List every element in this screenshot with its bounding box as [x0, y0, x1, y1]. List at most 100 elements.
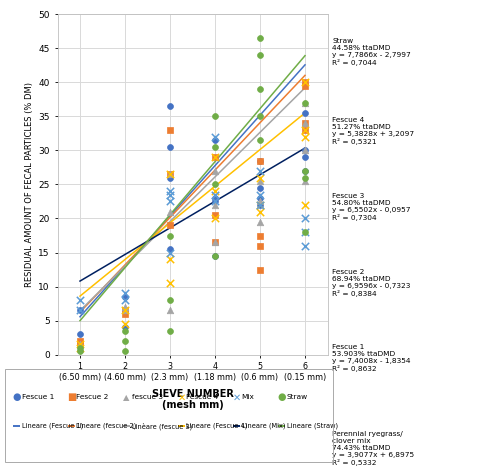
Point	[121, 327, 129, 335]
Point	[301, 174, 309, 181]
Point	[256, 184, 264, 192]
Text: Fescue 1
53.903% ttaDMD
y = 7,4008x - 1,8354
R² = 0,8632: Fescue 1 53.903% ttaDMD y = 7,4008x - 1,…	[332, 344, 411, 372]
Point	[301, 147, 309, 154]
Point	[256, 198, 264, 205]
Point	[166, 279, 174, 287]
Point	[301, 119, 309, 127]
Point	[301, 99, 309, 107]
Text: Lineare (fescue 2): Lineare (fescue 2)	[76, 423, 137, 429]
Point	[166, 188, 174, 195]
Point	[301, 79, 309, 86]
Point	[166, 307, 174, 314]
Point	[256, 157, 264, 164]
Point	[166, 191, 174, 198]
Point	[166, 174, 174, 181]
Point	[256, 177, 264, 185]
Point	[211, 211, 219, 219]
Point	[256, 208, 264, 216]
Point	[76, 344, 84, 352]
Point	[211, 181, 219, 188]
Point	[166, 170, 174, 178]
Point	[256, 201, 264, 208]
Point	[256, 113, 264, 120]
Point	[301, 79, 309, 86]
Point	[301, 228, 309, 236]
Point	[76, 337, 84, 345]
Text: Fescue 2
68.94% ttaDMD
y = 6,9596x - 0,7323
R² = 0,8384: Fescue 2 68.94% ttaDMD y = 6,9596x - 0,7…	[332, 269, 411, 297]
Point	[166, 327, 174, 335]
Text: Straw
44.58% ttaDMD
y = 7,7866x - 2,7997
R² = 0,7044: Straw 44.58% ttaDMD y = 7,7866x - 2,7997…	[332, 38, 411, 66]
Point	[301, 133, 309, 140]
Point	[256, 201, 264, 208]
Point	[166, 126, 174, 134]
Point	[211, 198, 219, 205]
Point	[301, 201, 309, 208]
Point	[301, 99, 309, 107]
Text: Linèare (fescue 3): Linèare (fescue 3)	[132, 422, 192, 430]
Point	[166, 245, 174, 253]
Point	[211, 188, 219, 195]
Text: Straw: Straw	[286, 395, 308, 400]
Point	[211, 167, 219, 175]
Point	[166, 102, 174, 110]
Text: ✕: ✕	[232, 392, 240, 403]
Point	[301, 153, 309, 161]
Point	[76, 344, 84, 352]
Text: Perennial ryegrass/
clover mix
74.43% ttaDMD
y = 3,9077x + 6,8975
R² = 0,5332: Perennial ryegrass/ clover mix 74.43% tt…	[332, 431, 414, 466]
Point	[256, 266, 264, 273]
Point	[211, 153, 219, 161]
Y-axis label: RESIDUAL AMOUNT OF FECAL PARTICLES (% DM): RESIDUAL AMOUNT OF FECAL PARTICLES (% DM…	[25, 82, 34, 287]
Point	[256, 191, 264, 198]
Point	[166, 198, 174, 205]
Point	[301, 126, 309, 134]
Point	[76, 344, 84, 352]
Point	[211, 191, 219, 198]
Point	[166, 221, 174, 229]
Point	[256, 51, 264, 59]
Point	[211, 238, 219, 246]
Point	[76, 341, 84, 348]
Point	[76, 307, 84, 314]
Text: fescue 3: fescue 3	[132, 395, 162, 400]
Point	[301, 215, 309, 222]
Point	[76, 347, 84, 355]
Point	[256, 34, 264, 42]
Point	[211, 143, 219, 151]
Point	[301, 242, 309, 249]
Point	[256, 232, 264, 239]
Point	[121, 303, 129, 311]
Text: Fescue 2: Fescue 2	[76, 395, 109, 400]
Point	[256, 157, 264, 164]
Point	[211, 201, 219, 208]
Point	[76, 341, 84, 348]
Point	[211, 153, 219, 161]
Point	[121, 297, 129, 304]
Text: ▲: ▲	[122, 393, 129, 402]
Text: Fescue 1: Fescue 1	[22, 395, 54, 400]
Text: ✕: ✕	[178, 392, 186, 403]
Text: Fescue 4
51.27% ttaDMD
y = 5,3828x + 3,2097
R² = 0,5321: Fescue 4 51.27% ttaDMD y = 5,3828x + 3,2…	[332, 117, 414, 145]
Point	[211, 252, 219, 260]
Point	[301, 167, 309, 175]
Point	[211, 215, 219, 222]
Point	[166, 256, 174, 263]
Point	[211, 198, 219, 205]
Point	[121, 324, 129, 331]
Text: ●: ●	[12, 392, 21, 403]
Point	[211, 113, 219, 120]
Point	[211, 252, 219, 260]
Point	[256, 137, 264, 144]
Text: Lineare (Straw): Lineare (Straw)	[286, 423, 338, 429]
Point	[301, 119, 309, 127]
Point	[121, 337, 129, 345]
Point	[301, 147, 309, 154]
Point	[211, 194, 219, 202]
Point	[121, 307, 129, 314]
Point	[166, 170, 174, 178]
Point	[166, 208, 174, 216]
Text: Lineare (Mix): Lineare (Mix)	[242, 423, 285, 429]
Text: Mix: Mix	[242, 395, 254, 400]
Point	[166, 170, 174, 178]
Point	[121, 307, 129, 314]
Point	[166, 297, 174, 304]
